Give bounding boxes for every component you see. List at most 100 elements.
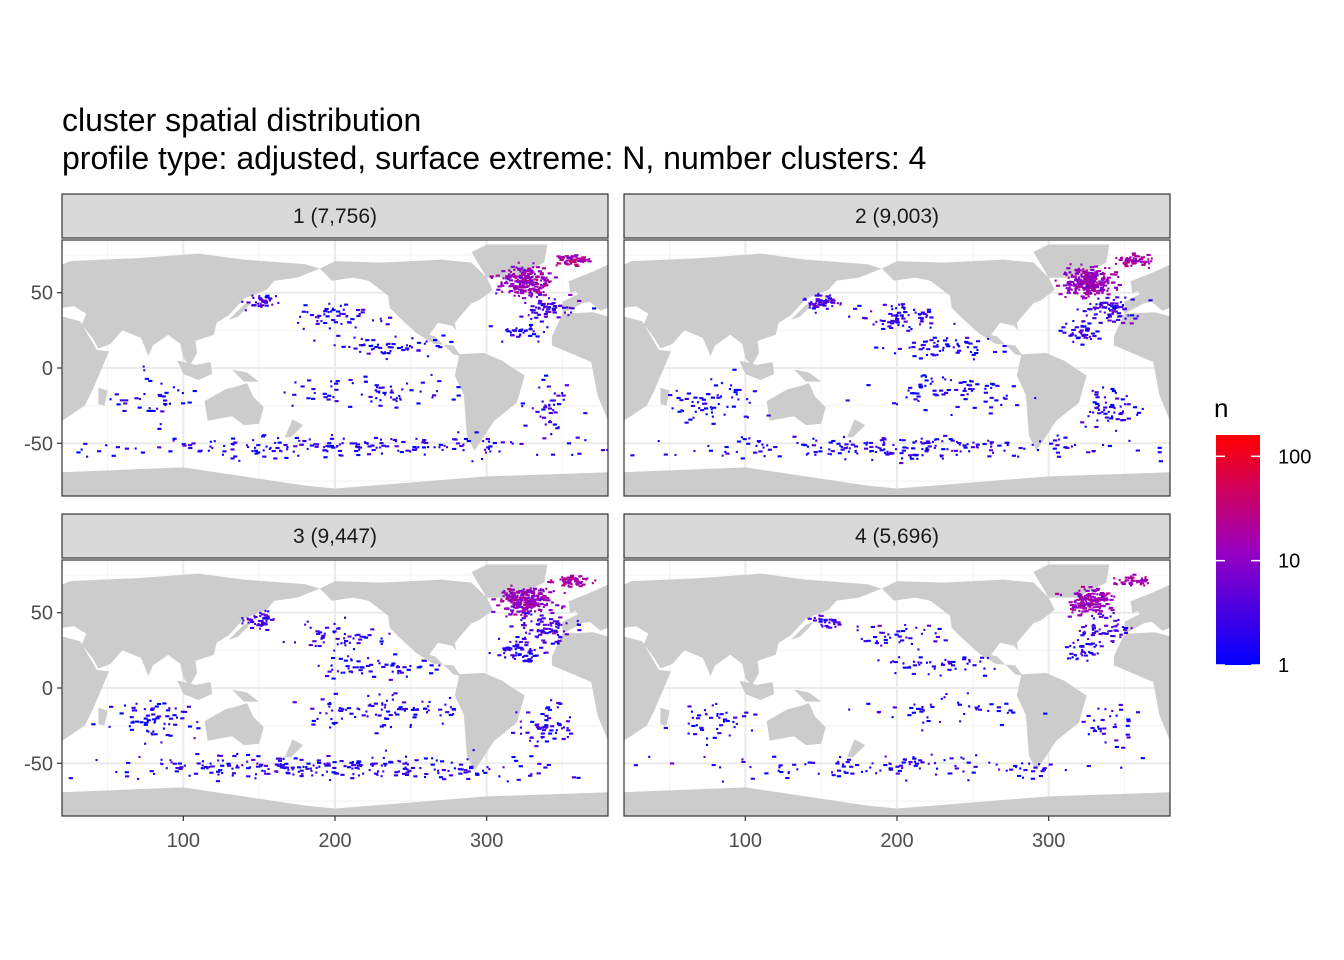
data-cell — [343, 765, 346, 768]
data-cell — [144, 377, 149, 380]
data-cell — [250, 621, 255, 624]
data-cell — [544, 724, 549, 727]
data-cell — [1055, 592, 1060, 595]
data-cell — [568, 585, 573, 588]
data-cell — [966, 346, 969, 349]
data-cell — [547, 581, 552, 584]
data-cell — [181, 402, 186, 405]
data-cell — [292, 450, 295, 453]
data-cell — [366, 715, 369, 718]
data-cell — [1130, 627, 1133, 630]
data-cell — [495, 292, 498, 295]
data-cell — [1130, 264, 1133, 267]
data-cell — [891, 308, 894, 311]
land-mass — [881, 259, 1055, 356]
data-cell — [530, 620, 533, 623]
data-cell — [1123, 261, 1126, 264]
data-cell — [1070, 281, 1075, 284]
data-cell — [516, 595, 519, 598]
data-cell — [512, 275, 517, 278]
data-cell — [953, 449, 958, 452]
data-cell — [519, 274, 524, 277]
data-cell — [160, 410, 165, 413]
data-cell — [547, 717, 552, 720]
data-cell — [509, 625, 514, 628]
data-cell — [533, 311, 538, 314]
data-cell — [908, 346, 911, 349]
data-cell — [989, 396, 994, 399]
data-cell — [922, 313, 927, 316]
data-cell — [996, 710, 1001, 713]
data-cell — [1118, 703, 1123, 706]
data-cell — [259, 620, 264, 623]
data-cell — [519, 442, 524, 445]
data-cell — [959, 450, 962, 453]
data-cell — [525, 602, 530, 605]
data-cell — [874, 450, 877, 453]
data-cell — [405, 755, 408, 758]
data-cell — [731, 405, 736, 408]
data-cell — [1119, 405, 1122, 408]
data-cell — [364, 380, 367, 383]
data-cell — [421, 446, 427, 449]
data-cell — [716, 712, 719, 715]
data-cell — [929, 316, 934, 319]
data-cell — [1099, 596, 1102, 599]
data-cell — [827, 299, 830, 302]
data-cell — [293, 757, 298, 760]
data-cell — [1072, 320, 1075, 323]
data-cell — [502, 766, 505, 769]
data-cell — [529, 289, 532, 292]
data-cell — [330, 718, 333, 721]
data-cell — [260, 435, 266, 438]
data-cell — [968, 450, 971, 453]
data-cell — [541, 400, 544, 403]
data-cell — [947, 660, 952, 663]
data-cell — [348, 378, 353, 381]
data-cell — [546, 706, 551, 709]
data-cell — [172, 762, 177, 765]
data-cell — [563, 577, 568, 580]
data-cell — [311, 719, 316, 722]
data-cell — [1065, 287, 1070, 290]
data-cell — [817, 772, 820, 775]
data-cell — [331, 677, 336, 680]
data-cell — [535, 623, 540, 626]
data-cell — [340, 707, 343, 710]
data-cell — [1124, 317, 1127, 320]
data-cell — [351, 767, 354, 770]
data-cell — [897, 311, 902, 314]
data-cell — [360, 393, 363, 396]
data-cell — [1088, 271, 1094, 274]
data-cell — [1140, 256, 1145, 259]
data-cell — [975, 443, 980, 446]
data-cell — [860, 770, 863, 773]
data-cell — [368, 769, 371, 772]
data-cell — [469, 767, 474, 770]
data-cell — [423, 707, 428, 710]
data-cell — [1094, 293, 1097, 296]
data-cell — [105, 444, 108, 447]
data-cell — [346, 707, 352, 710]
data-cell — [144, 721, 149, 724]
data-cell — [1128, 439, 1131, 442]
data-cell — [284, 762, 289, 765]
data-cell — [508, 273, 511, 276]
data-cell — [1038, 775, 1043, 778]
data-cell — [1104, 267, 1107, 270]
data-cell — [903, 311, 908, 314]
data-cell — [1097, 603, 1102, 606]
data-cell — [146, 409, 151, 412]
data-cell — [286, 446, 289, 449]
data-cell — [543, 312, 548, 315]
data-cell — [822, 300, 827, 303]
data-cell — [881, 323, 884, 326]
data-cell — [402, 701, 407, 704]
data-cell — [974, 706, 979, 709]
data-cell — [519, 606, 524, 609]
data-cell — [913, 454, 919, 457]
data-cell — [486, 446, 491, 449]
data-cell — [897, 635, 902, 638]
data-cell — [371, 764, 374, 767]
data-cell — [274, 770, 279, 773]
